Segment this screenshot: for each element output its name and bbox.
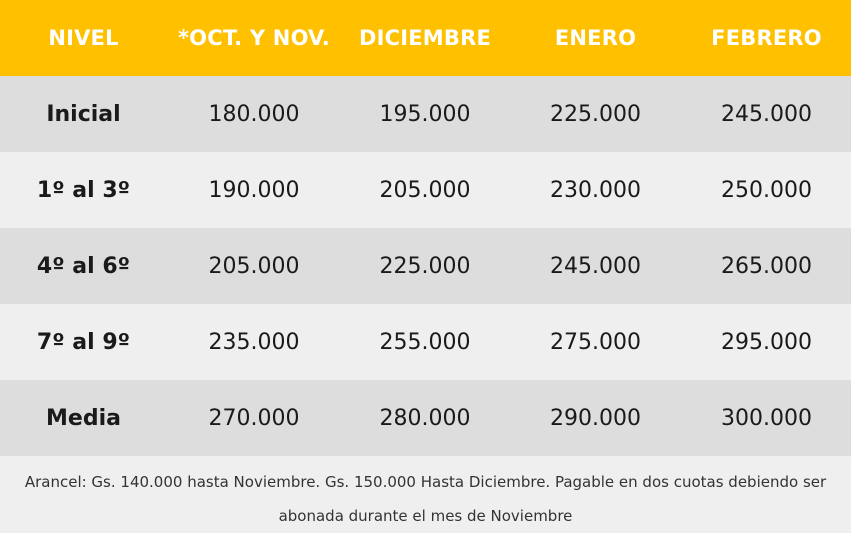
table-row: 1º al 3º 190.000 205.000 230.000 250.000	[0, 152, 851, 228]
price-cell: 235.000	[208, 329, 300, 355]
nivel-cell: 1º al 3º	[36, 177, 131, 203]
note-line-1: Arancel: Gs. 140.000 hasta Noviembre. Gs…	[24, 473, 827, 491]
nivel-cell: 4º al 6º	[36, 253, 131, 279]
header-oct-nov: *OCT. Y NOV.	[178, 26, 330, 50]
table-row: Inicial 180.000 195.000 225.000 245.000	[0, 76, 851, 152]
price-cell: 225.000	[550, 101, 641, 127]
price-cell: 255.000	[379, 329, 471, 355]
price-cell: 205.000	[208, 253, 300, 279]
header-febrero: FEBRERO	[711, 26, 822, 50]
price-cell: 225.000	[379, 253, 471, 279]
price-cell: 275.000	[550, 329, 641, 355]
price-cell: 230.000	[550, 177, 641, 203]
header-diciembre: DICIEMBRE	[358, 26, 492, 50]
price-cell: 195.000	[379, 101, 471, 127]
nivel-cell: Media	[46, 405, 121, 431]
price-cell: 290.000	[550, 405, 641, 431]
price-cell: 205.000	[379, 177, 471, 203]
header-enero: ENERO	[554, 26, 637, 50]
price-cell: 265.000	[721, 253, 812, 279]
price-cell: 280.000	[379, 405, 471, 431]
table-row: Media 270.000 280.000 290.000 300.000	[0, 380, 851, 456]
price-cell: 245.000	[721, 101, 812, 127]
table-row: 4º al 6º 205.000 225.000 245.000 265.000	[0, 228, 851, 304]
price-cell: 245.000	[550, 253, 641, 279]
table-row: 7º al 9º 235.000 255.000 275.000 295.000	[0, 304, 851, 380]
table-header-row: NIVEL *OCT. Y NOV. DICIEMBRE ENERO FEBRE…	[0, 0, 851, 76]
price-cell: 190.000	[208, 177, 300, 203]
price-cell: 250.000	[721, 177, 812, 203]
arancel-note: Arancel: Gs. 140.000 hasta Noviembre. Gs…	[0, 459, 851, 533]
note-line-2: abonada durante el mes de Noviembre	[278, 507, 573, 525]
price-cell: 180.000	[208, 101, 300, 127]
header-nivel: NIVEL	[48, 26, 119, 50]
nivel-cell: Inicial	[46, 101, 121, 127]
price-cell: 270.000	[208, 405, 300, 431]
price-cell: 295.000	[721, 329, 812, 355]
price-cell: 300.000	[721, 405, 812, 431]
nivel-cell: 7º al 9º	[36, 329, 131, 355]
